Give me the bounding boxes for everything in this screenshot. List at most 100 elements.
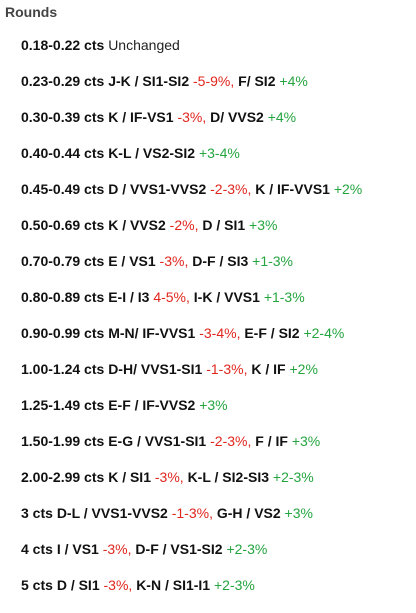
change-note: Unchanged xyxy=(108,37,180,53)
grade-spec: K / IF xyxy=(251,361,286,377)
grade-spec: D/ VVS2 xyxy=(210,109,264,125)
list-item: 0.45-0.49 cts D / VVS1-VVS2 -2-3%, K / I… xyxy=(21,181,416,217)
price-increase: +2% xyxy=(333,181,363,197)
carat-range: 0.50-0.69 cts xyxy=(21,217,105,233)
separator: , xyxy=(202,109,207,125)
price-increase: +1-3% xyxy=(252,253,293,269)
price-decrease: -2-3% xyxy=(210,433,248,449)
carat-range: 0.90-0.99 cts xyxy=(21,325,105,341)
carat-range: 0.70-0.79 cts xyxy=(21,253,105,269)
price-increase: +2-4% xyxy=(303,325,345,341)
grade-spec: J-K / SI1-SI2 xyxy=(108,73,190,89)
price-decrease: -3% xyxy=(102,541,128,557)
list-item: 0.50-0.69 cts K / VVS2 -2%, D / SI1 +3% xyxy=(21,217,416,253)
price-decrease: -5-9% xyxy=(193,73,231,89)
price-decrease: -1-3% xyxy=(171,505,210,521)
carat-range: 1.50-1.99 cts xyxy=(21,433,105,449)
list-item: 0.40-0.44 cts K-L / VS2-SI2 +3-4% xyxy=(21,145,416,181)
price-increase: +3% xyxy=(199,397,228,413)
list-item: 0.70-0.79 cts E / VS1 -3%, D-F / SI3 +1-… xyxy=(21,253,416,289)
grade-spec: D-H/ VVS1-SI1 xyxy=(108,361,203,377)
grade-spec: K / IF-VVS1 xyxy=(255,181,330,197)
grade-spec: E-G / VVS1-SI1 xyxy=(108,433,207,449)
list-item: 0.30-0.39 cts K / IF-VS1 -3%, D/ VVS2 +4… xyxy=(21,109,416,145)
grade-spec: K-L / VS2-SI2 xyxy=(108,145,196,161)
grade-spec: K / VVS2 xyxy=(108,217,166,233)
price-increase: +4% xyxy=(279,73,308,89)
carat-range: 2.00-2.99 cts xyxy=(21,469,105,485)
separator: , xyxy=(194,217,199,233)
separator: , xyxy=(230,73,235,89)
carat-range: 3 cts xyxy=(21,505,53,521)
carat-range: 0.18-0.22 cts xyxy=(21,37,105,53)
separator: , xyxy=(127,541,132,557)
list-item: 1.25-1.49 cts E-F / IF-VVS2 +3% xyxy=(21,397,416,433)
carat-range: 0.40-0.44 cts xyxy=(21,145,105,161)
price-decrease: -3-4% xyxy=(199,325,237,341)
grade-spec: G-H / VS2 xyxy=(216,505,281,521)
separator: , xyxy=(236,325,241,341)
separator: , xyxy=(247,433,252,449)
price-increase: +2-3% xyxy=(272,469,314,485)
price-increase: +4% xyxy=(267,109,297,125)
grade-spec: D-F / VS1-SI2 xyxy=(135,541,223,557)
separator: , xyxy=(184,253,189,269)
grade-spec: K / SI1 xyxy=(108,469,151,485)
price-increase: +3% xyxy=(284,505,313,521)
price-decrease: -3% xyxy=(103,577,129,593)
section-heading: Rounds xyxy=(5,4,58,20)
separator: , xyxy=(179,469,184,485)
list-item: 4 cts I / VS1 -3%, D-F / VS1-SI2 +2-3% xyxy=(21,541,416,577)
separator: , xyxy=(209,505,213,521)
list-item: 0.90-0.99 cts M-N/ IF-VVS1 -3-4%, E-F / … xyxy=(21,325,416,361)
price-increase: +3% xyxy=(249,217,278,233)
price-increase: +2-3% xyxy=(213,577,255,593)
grade-spec: D-L / VVS1-VVS2 xyxy=(56,505,168,521)
separator: , xyxy=(243,361,248,377)
carat-range: 0.23-0.29 cts xyxy=(21,73,105,89)
grade-spec: E-I / I3 xyxy=(108,289,150,305)
price-decrease: -3% xyxy=(159,253,185,269)
price-decrease: -1-3% xyxy=(206,361,244,377)
list-item: 1.50-1.99 cts E-G / VVS1-SI1 -2-3%, F / … xyxy=(21,433,416,469)
grade-spec: K-N / SI1-I1 xyxy=(136,577,211,593)
price-increase: +2-3% xyxy=(226,541,268,557)
carat-range: 0.30-0.39 cts xyxy=(21,109,105,125)
list-item: 2.00-2.99 cts K / SI1 -3%, K-L / SI2-SI3… xyxy=(21,469,416,505)
list-item: 0.80-0.89 cts E-I / I3 4-5%, I-K / VVS1 … xyxy=(21,289,416,325)
grade-spec: D / VVS1-VVS2 xyxy=(108,181,207,197)
grade-spec: D / SI1 xyxy=(202,217,246,233)
grade-spec: D / SI1 xyxy=(56,577,100,593)
list-item: 0.18-0.22 cts Unchanged xyxy=(21,37,416,73)
separator: , xyxy=(186,289,190,305)
list-item: 1.00-1.24 cts D-H/ VVS1-SI1 -1-3%, K / I… xyxy=(21,361,416,397)
price-increase: +1-3% xyxy=(263,289,305,305)
carat-range: 1.00-1.24 cts xyxy=(21,361,105,377)
price-increase: +2% xyxy=(289,361,318,377)
carat-range: 1.25-1.49 cts xyxy=(21,397,105,413)
grade-spec: K / IF-VS1 xyxy=(108,109,174,125)
price-decrease: -3% xyxy=(154,469,180,485)
grade-spec: E-F / SI2 xyxy=(244,325,300,341)
separator: , xyxy=(128,577,133,593)
list-item: 0.23-0.29 cts J-K / SI1-SI2 -5-9%, F/ SI… xyxy=(21,73,416,109)
carat-range: 0.80-0.89 cts xyxy=(21,289,105,305)
price-decrease: -3% xyxy=(177,109,203,125)
grade-spec: M-N/ IF-VVS1 xyxy=(108,325,196,341)
price-increase: +3% xyxy=(291,433,321,449)
price-change-list: 0.18-0.22 cts Unchanged 0.23-0.29 cts J-K… xyxy=(21,37,416,613)
separator: , xyxy=(247,181,252,197)
price-decrease: 4-5% xyxy=(153,289,186,305)
list-item: 5 cts D / SI1 -3%, K-N / SI1-I1 +2-3% xyxy=(21,577,416,613)
grade-spec: F / IF xyxy=(255,433,288,449)
price-decrease: -2% xyxy=(169,217,195,233)
grade-spec: F/ SI2 xyxy=(238,73,276,89)
carat-range: 5 cts xyxy=(21,577,53,593)
grade-spec: I-K / VVS1 xyxy=(193,289,260,305)
price-decrease: -2-3% xyxy=(210,181,248,197)
grade-spec: K-L / SI2-SI3 xyxy=(187,469,269,485)
grade-spec: E / VS1 xyxy=(108,253,156,269)
carat-range: 0.45-0.49 cts xyxy=(21,181,105,197)
carat-range: 4 cts xyxy=(21,541,53,557)
grade-spec: I / VS1 xyxy=(56,541,99,557)
